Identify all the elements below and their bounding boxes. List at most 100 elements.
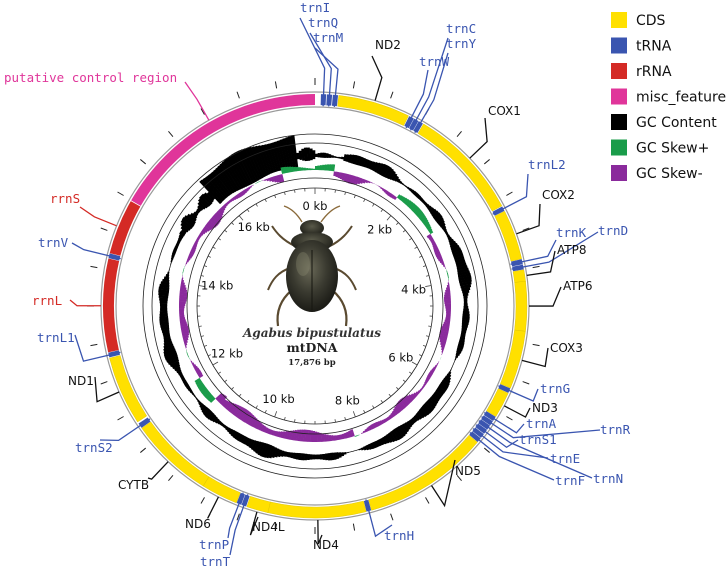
gc-skew-negative-bar bbox=[436, 255, 443, 260]
gc-skew-negative-bar bbox=[362, 430, 366, 434]
feature-rrnl bbox=[102, 258, 120, 353]
gc-content-bar bbox=[463, 303, 468, 307]
gc-skew-positive-bar bbox=[188, 356, 190, 360]
kb-tick bbox=[363, 198, 366, 202]
gc-skew-negative-bar bbox=[429, 238, 435, 243]
map-rings bbox=[100, 91, 530, 521]
gc-skew-negative-bar bbox=[376, 421, 381, 427]
gc-content-bar bbox=[431, 210, 440, 218]
feature-label: COX1 bbox=[488, 104, 521, 118]
gc-content-bar bbox=[159, 318, 169, 323]
feature-label: trnD bbox=[598, 223, 628, 238]
gc-skew-negative-bar bbox=[291, 430, 296, 441]
kb-tick bbox=[411, 361, 418, 366]
gc-content-bar bbox=[402, 183, 406, 187]
species-name: Agabus bipustulatus bbox=[242, 326, 381, 340]
gc-skew-positive-bar bbox=[412, 206, 420, 214]
gc-skew-negative-bar bbox=[199, 231, 204, 236]
gc-content-bar bbox=[415, 412, 423, 420]
gc-content-bar bbox=[338, 156, 342, 159]
outer-tick bbox=[117, 191, 124, 196]
gc-content-bar bbox=[250, 146, 266, 178]
gc-content-bar bbox=[374, 440, 381, 448]
gc-skew-negative-bar bbox=[179, 319, 186, 323]
gc-content-bar bbox=[379, 437, 386, 446]
gc-content-bar bbox=[276, 140, 287, 171]
feature-label: trnF bbox=[555, 473, 585, 488]
gc-skew-negative-bar bbox=[428, 235, 433, 241]
gc-skew-negative-bar bbox=[380, 187, 384, 190]
feature-label: trnN bbox=[593, 471, 623, 486]
legend-label: CDS bbox=[636, 13, 666, 29]
gc-content-bar bbox=[451, 247, 462, 254]
gc-content-bar bbox=[159, 300, 168, 304]
label-leader bbox=[526, 250, 556, 276]
gc-content-bar bbox=[268, 142, 280, 172]
kb-tick bbox=[238, 393, 242, 397]
kb-tick bbox=[363, 410, 366, 414]
gc-content-bar bbox=[348, 451, 352, 453]
legend-label: rRNA bbox=[636, 64, 672, 80]
label-leader bbox=[430, 459, 456, 508]
legend-swatch bbox=[611, 139, 627, 156]
gc-content-bar bbox=[410, 189, 416, 194]
gc-skew-negative-bar bbox=[202, 227, 209, 233]
feature-label: trnT bbox=[200, 554, 231, 569]
kb-tick bbox=[198, 285, 205, 287]
beetle-head bbox=[300, 220, 324, 236]
gc-skew-negative-bar bbox=[319, 432, 323, 442]
gc-content-bar bbox=[435, 388, 445, 396]
gc-skew-negative-bar bbox=[335, 435, 339, 441]
gc-skew-negative-bar bbox=[390, 412, 395, 418]
label-leader bbox=[314, 47, 339, 107]
gc-skew-negative-bar bbox=[412, 392, 418, 398]
label-leader bbox=[516, 203, 541, 235]
beetle-leg-hl bbox=[276, 289, 293, 327]
feature-label: CYTB bbox=[118, 478, 149, 492]
gc-skew-negative-bar bbox=[415, 391, 420, 396]
feature-label: trnW bbox=[419, 54, 450, 69]
kb-label: 10 kb bbox=[262, 392, 294, 406]
gc-skew-negative-bar bbox=[350, 429, 355, 437]
gc-skew-positive-bar bbox=[317, 165, 321, 171]
map-ring-4 bbox=[186, 177, 444, 435]
gc-skew-negative-bar bbox=[447, 282, 450, 286]
gc-content-bar bbox=[170, 261, 172, 265]
gc-content-bar bbox=[197, 204, 204, 211]
gc-content-bar bbox=[246, 438, 253, 447]
gc-skew-negative-bar bbox=[179, 310, 185, 314]
gc-content-bar bbox=[441, 224, 447, 230]
gc-content-bar bbox=[405, 421, 413, 428]
gc-content-bar bbox=[405, 185, 409, 189]
gc-content-bar bbox=[225, 426, 230, 431]
gc-skew-negative-bar bbox=[389, 193, 394, 198]
gc-content-bar bbox=[208, 172, 230, 198]
gc-content-bar bbox=[454, 257, 465, 264]
gc-content-bar bbox=[163, 348, 176, 355]
gc-skew-negative-bar bbox=[184, 345, 187, 349]
gc-content-bar bbox=[181, 216, 195, 227]
gc-content-bar bbox=[260, 442, 268, 457]
gc-skew-negative-bar bbox=[425, 378, 430, 383]
label-leader bbox=[371, 55, 383, 101]
gc-skew-negative-bar bbox=[326, 434, 330, 442]
beetle-highlight bbox=[296, 252, 310, 276]
gc-content-bar bbox=[183, 215, 196, 225]
gc-skew-negative-bar bbox=[277, 431, 282, 438]
kb-tick bbox=[408, 237, 412, 241]
feature-label: ND3 bbox=[532, 401, 558, 415]
gc-content-bar bbox=[353, 449, 357, 452]
gc-content-bar bbox=[226, 156, 247, 188]
gc-content-bar bbox=[367, 443, 373, 450]
label-leader bbox=[469, 117, 488, 159]
gc-content-bar bbox=[432, 212, 441, 220]
gc-skew-negative-bar bbox=[395, 403, 403, 412]
kb-tick bbox=[422, 344, 427, 347]
gc-content-bar bbox=[239, 435, 246, 443]
gc-skew-negative-bar bbox=[444, 301, 451, 304]
gc-skew-negative-bar bbox=[220, 399, 227, 406]
gc-skew-negative-bar bbox=[204, 223, 213, 231]
feature-label: ND4 bbox=[313, 538, 339, 552]
gc-content-bar bbox=[298, 453, 303, 461]
gc-content-bar bbox=[425, 400, 436, 410]
